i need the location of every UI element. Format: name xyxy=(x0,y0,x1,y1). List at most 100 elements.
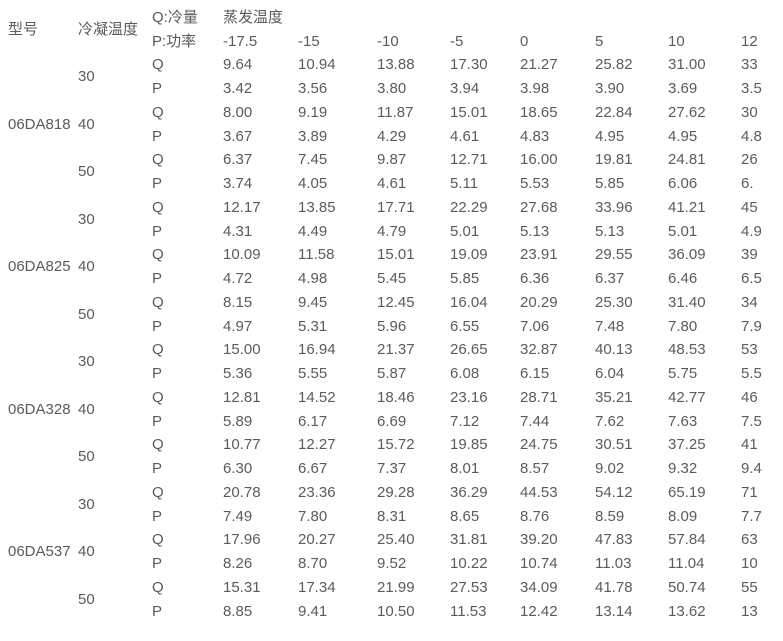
value-cell: 11.03 xyxy=(595,551,668,576)
value-cell: 50.74 xyxy=(668,575,741,600)
row-type-cell: P xyxy=(152,124,223,148)
value-cell: 19.09 xyxy=(450,243,520,267)
value-cell: 18.46 xyxy=(377,385,450,410)
value-cell: 12.42 xyxy=(520,599,595,623)
table-row: P 6.30 6.67 7.37 8.01 8.57 9.02 9.32 9.4 xyxy=(8,456,783,481)
row-type-cell: P xyxy=(152,599,223,623)
value-cell: 13 xyxy=(741,599,783,623)
value-cell: 4.61 xyxy=(377,171,450,196)
value-cell: 3.69 xyxy=(668,76,741,101)
value-cell: 25.40 xyxy=(377,528,450,552)
header-temp-col: 12 xyxy=(741,29,783,53)
row-type-cell: P xyxy=(152,409,223,433)
value-cell: 57.84 xyxy=(668,528,741,552)
value-cell: 39.20 xyxy=(520,528,595,552)
value-cell: 9.32 xyxy=(668,456,741,481)
value-cell: 11.53 xyxy=(450,599,520,623)
value-cell: 27.68 xyxy=(520,195,595,220)
value-cell: 17.34 xyxy=(298,575,377,600)
value-cell: 48.53 xyxy=(668,338,741,362)
row-type-cell: Q xyxy=(152,290,223,315)
value-cell: 33 xyxy=(741,53,783,77)
value-cell: 8.31 xyxy=(377,504,450,528)
value-cell: 8.15 xyxy=(223,290,298,315)
value-cell: 40.13 xyxy=(595,338,668,362)
model-name-cell: 06DA818 xyxy=(8,53,78,196)
value-cell: 33.96 xyxy=(595,195,668,220)
value-cell: 7.5 xyxy=(741,409,783,433)
header-cond-temp: 冷凝温度 xyxy=(78,5,152,53)
value-cell: 10.50 xyxy=(377,599,450,623)
table-row: P 5.89 6.17 6.69 7.12 7.44 7.62 7.63 7.5 xyxy=(8,409,783,433)
value-cell: 55 xyxy=(741,575,783,600)
value-cell: 63 xyxy=(741,528,783,552)
value-cell: 7.44 xyxy=(520,409,595,433)
cond-temp-cell: 50 xyxy=(78,433,152,481)
value-cell: 9.41 xyxy=(298,599,377,623)
value-cell: 19.81 xyxy=(595,148,668,172)
value-cell: 9.87 xyxy=(377,148,450,172)
value-cell: 21.99 xyxy=(377,575,450,600)
table-row: 06DA825 30 Q 12.17 13.85 17.71 22.29 27.68 33.96… xyxy=(8,195,783,338)
value-cell: 8.65 xyxy=(450,504,520,528)
value-cell: 8.57 xyxy=(520,456,595,481)
value-cell: 10.77 xyxy=(223,433,298,457)
value-cell: 6.30 xyxy=(223,456,298,481)
value-cell: 20.78 xyxy=(223,480,298,505)
row-type-cell: P xyxy=(152,361,223,386)
value-cell: 3.94 xyxy=(450,76,520,101)
table-row: 06DA328 30 Q 15.00 16.94 21.37 26.65 32.87 40.13… xyxy=(8,338,783,481)
table-row: P 5.36 5.55 5.87 6.08 6.15 6.04 5.75 5.5 xyxy=(8,361,783,386)
cond-temp-cell: 40 xyxy=(78,100,152,148)
value-cell: 5.31 xyxy=(298,314,377,338)
row-type-cell: Q xyxy=(152,433,223,457)
value-cell: 4.97 xyxy=(223,314,298,338)
value-cell: 4.79 xyxy=(377,219,450,243)
header-temp-col: 10 xyxy=(668,29,741,53)
value-cell: 4.98 xyxy=(298,266,377,291)
value-cell: 9.64 xyxy=(223,53,298,77)
value-cell: 25.82 xyxy=(595,53,668,77)
value-cell: 8.01 xyxy=(450,456,520,481)
value-cell: 8.85 xyxy=(223,599,298,623)
value-cell: 37.25 xyxy=(668,433,741,457)
value-cell: 31.00 xyxy=(668,53,741,77)
value-cell: 4.8 xyxy=(741,124,783,148)
value-cell: 26 xyxy=(741,148,783,172)
value-cell: 18.65 xyxy=(520,100,595,125)
value-cell: 6.15 xyxy=(520,361,595,386)
value-cell: 9.19 xyxy=(298,100,377,125)
value-cell: 24.75 xyxy=(520,433,595,457)
header-p-label: P:功率 xyxy=(152,29,223,53)
table-row: P 4.72 4.98 5.45 5.85 6.36 6.37 6.46 6.5 xyxy=(8,266,783,291)
row-type-cell: Q xyxy=(152,385,223,410)
table-row: 40 Q 8.00 9.19 11.87 15.01 18.65 22.84 27.62 30 xyxy=(8,100,783,148)
value-cell: 6.17 xyxy=(298,409,377,433)
value-cell: 20.29 xyxy=(520,290,595,315)
row-type-cell: P xyxy=(152,456,223,481)
row-type-cell: Q xyxy=(152,243,223,267)
value-cell: 6.08 xyxy=(450,361,520,386)
value-cell: 3.98 xyxy=(520,76,595,101)
value-cell: 5.96 xyxy=(377,314,450,338)
value-cell: 5.55 xyxy=(298,361,377,386)
value-cell: 15.01 xyxy=(377,243,450,267)
row-type-cell: P xyxy=(152,551,223,576)
row-type-cell: P xyxy=(152,171,223,196)
value-cell: 54.12 xyxy=(595,480,668,505)
value-cell: 11.04 xyxy=(668,551,741,576)
value-cell: 3.90 xyxy=(595,76,668,101)
value-cell: 8.00 xyxy=(223,100,298,125)
value-cell: 6.36 xyxy=(520,266,595,291)
value-cell: 29.55 xyxy=(595,243,668,267)
value-cell: 7.37 xyxy=(377,456,450,481)
value-cell: 5.85 xyxy=(595,171,668,196)
value-cell: 36.09 xyxy=(668,243,741,267)
cond-temp-cell: 30 xyxy=(78,53,152,101)
table-row: P 4.31 4.49 4.79 5.01 5.13 5.13 5.01 4.9 xyxy=(8,219,783,243)
value-cell: 23.16 xyxy=(450,385,520,410)
cond-temp-cell: 40 xyxy=(78,385,152,433)
value-cell: 5.87 xyxy=(377,361,450,386)
value-cell: 10.22 xyxy=(450,551,520,576)
